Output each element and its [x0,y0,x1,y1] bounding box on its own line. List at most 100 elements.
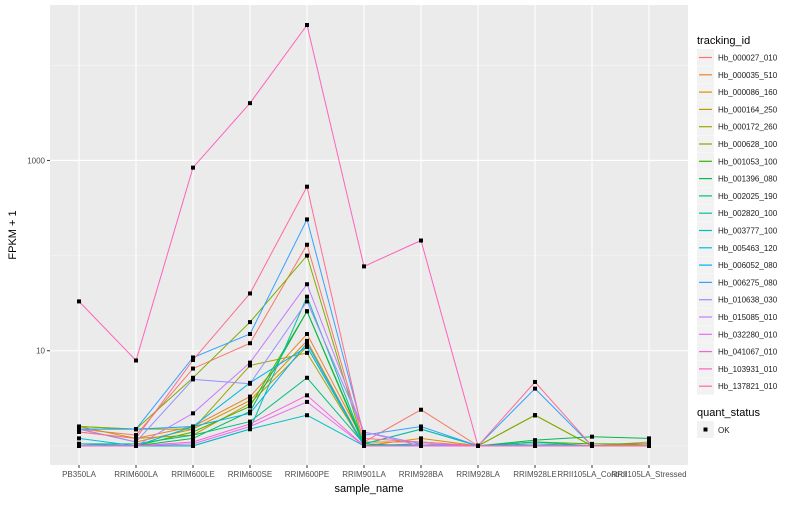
data-point [419,424,423,429]
x-tick-label: RRIM928LA [456,470,500,479]
data-point [533,386,537,391]
x-tick-label: RRIM928LE [513,470,557,479]
data-point [77,299,81,304]
data-point [248,394,252,399]
data-point [191,366,195,371]
data-point [191,411,195,416]
x-tick-label: RRII105LA_Stressed [611,470,686,479]
legend-label: Hb_000035_510 [718,71,778,80]
legend-point-icon [703,427,708,432]
data-point [533,443,537,448]
data-point [248,401,252,406]
legend-label: Hb_000027_010 [718,54,778,63]
legend-label: Hb_001053_100 [718,157,778,166]
data-point [191,357,195,362]
legend-label: Hb_137821_010 [718,382,778,391]
data-point [191,377,195,382]
data-point [419,436,423,441]
legend-shape-title: quant_status [697,407,760,419]
legend-label: Hb_002025_190 [718,192,778,201]
data-point [248,360,252,365]
data-point [248,101,252,106]
legend-label: Hb_010638_030 [718,296,778,305]
data-point [248,341,252,346]
data-point [305,253,309,258]
data-point [533,441,537,446]
data-point [305,413,309,418]
data-point [191,165,195,170]
legend-label-ok: OK [718,426,730,435]
data-point [305,294,309,299]
data-point [77,443,81,448]
legend-label: Hb_103931_010 [718,365,778,374]
data-point [248,404,252,409]
data-point [419,407,423,412]
data-point [305,331,309,336]
data-point [77,427,81,432]
data-point [248,424,252,429]
data-point [191,439,195,444]
x-tick-label: RRIM600LA [114,470,158,479]
data-point [191,427,195,432]
data-point [248,363,252,368]
data-point [419,238,423,243]
data-point [533,379,537,384]
data-point [305,282,309,287]
data-point [134,439,138,444]
data-point [305,350,309,355]
data-point [590,434,594,439]
legend: tracking_id Hb_000027_010 Hb_000035_510 Hb… [697,35,778,438]
data-point [362,433,366,438]
data-point [191,433,195,438]
x-tick-label: RRIM600SE [228,470,272,479]
legend-label: Hb_002820_100 [718,209,778,218]
data-point [419,427,423,432]
data-points [77,23,651,448]
data-point [77,424,81,429]
legend-label: Hb_000086_160 [718,88,778,97]
data-point [305,344,309,349]
data-point [191,436,195,441]
data-point [590,441,594,446]
data-point [248,419,252,424]
x-tick-label: PB350LA [62,470,96,479]
legend-title: tracking_id [697,35,750,47]
data-point [419,439,423,444]
x-tick-label: RRIM901LA [342,470,386,479]
legend-label: Hb_003777_100 [718,227,778,236]
data-point [134,436,138,441]
data-point [362,264,366,269]
data-point [77,436,81,441]
data-point [305,217,309,222]
legend-label: Hb_000172_260 [718,123,778,132]
legend-label: Hb_006052_080 [718,261,778,270]
data-point [305,399,309,404]
data-point [419,443,423,448]
data-point [305,184,309,189]
data-point [305,338,309,343]
data-point [362,443,366,448]
legend-label: Hb_001396_080 [718,175,778,184]
data-point [248,291,252,296]
data-point [191,443,195,448]
data-point [248,398,252,403]
x-tick-label: RRIM600PE [285,470,329,479]
x-tick-label: RRIM600LE [171,470,215,479]
x-axis-title: sample_name [334,483,403,495]
data-point [647,436,651,441]
data-point [134,433,138,438]
data-point [191,424,195,429]
plot-panel [50,5,688,465]
data-point [134,358,138,363]
gridlines [50,5,688,465]
data-point [248,427,252,432]
legend-label: Hb_041067_010 [718,348,778,357]
data-point [248,320,252,325]
data-point [305,341,309,346]
legend-label: Hb_015085_010 [718,313,778,322]
data-point [77,430,81,435]
y-tick-label: 1000 [27,156,45,165]
data-point [248,421,252,426]
data-point [305,393,309,398]
data-point [362,436,366,441]
